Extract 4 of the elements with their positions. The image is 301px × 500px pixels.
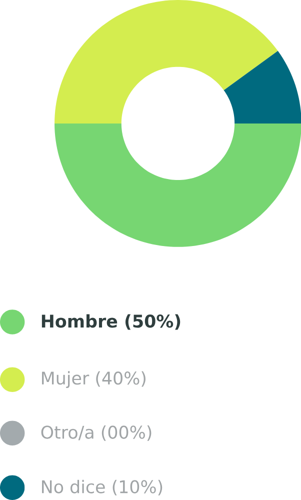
legend-label: Hombre (50%): [42, 314, 180, 330]
legend-label: Otro/a (00%): [41, 425, 151, 441]
legend-label: No dice (10%): [42, 480, 162, 496]
legend-label: Mujer (40%): [42, 371, 146, 388]
